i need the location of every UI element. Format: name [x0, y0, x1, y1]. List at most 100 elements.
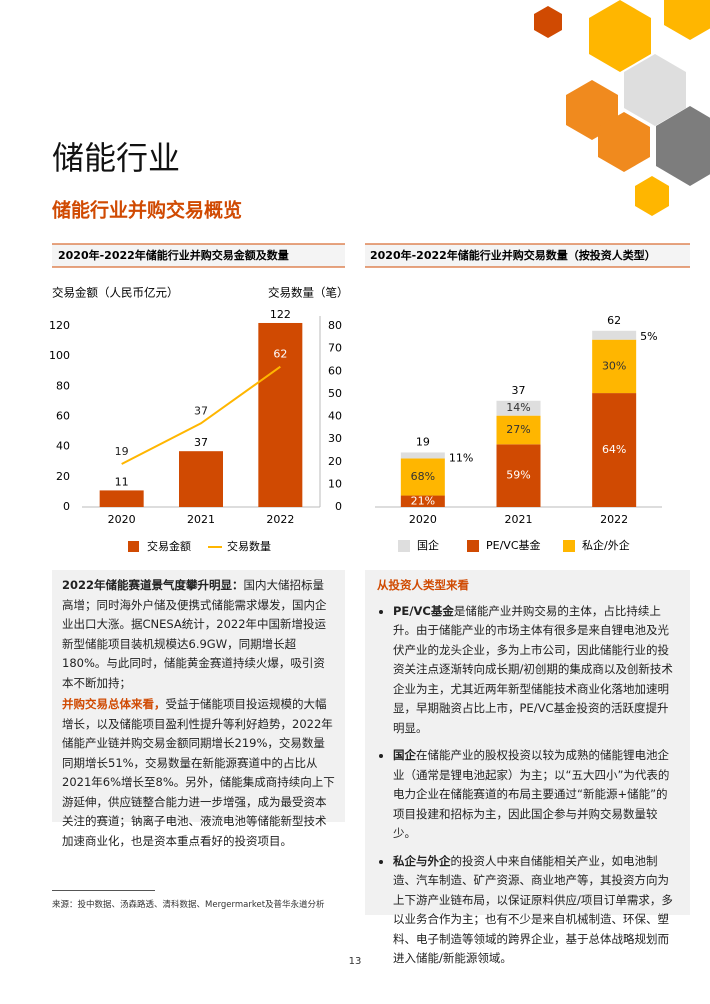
segment-label: 14% [506, 401, 530, 414]
total-label: 37 [512, 384, 526, 397]
hexagon [598, 112, 650, 172]
legend-label: PE/VC基金 [486, 538, 541, 552]
bar-value-label: 11 [115, 475, 129, 488]
hexagon [664, 0, 710, 40]
total-label: 62 [607, 314, 621, 327]
y2-tick-label: 30 [328, 432, 342, 445]
y-tick-label: 80 [56, 379, 70, 392]
line-value-label: 37 [194, 404, 208, 417]
chart-title: 2020年-2022年储能行业并购交易金额及数量 [58, 248, 289, 262]
y2-axis-label: 交易数量（笔） [268, 286, 349, 300]
x-tick-label: 2020 [409, 513, 437, 526]
segment-label: 59% [506, 469, 530, 482]
chart-title-band [52, 244, 345, 267]
hexagon [635, 176, 669, 216]
bar-segment [592, 393, 637, 507]
investor-box: 从投资人类型来看 PE/VC基金是储能产业并购交易的主体，占比持续上升。由于储能… [365, 570, 690, 965]
bar-segment [592, 339, 637, 394]
line [121, 365, 281, 465]
segment-label: 64% [602, 443, 626, 456]
legend-swatch [563, 540, 575, 552]
bar-segment [400, 458, 445, 496]
y2-tick-label: 70 [328, 342, 342, 355]
page-title: 储能行业 [52, 139, 180, 177]
bar [258, 322, 303, 507]
paragraph-lead: 2022年储能赛道景气度攀升明显： [62, 578, 244, 592]
y-tick-label: 100 [49, 349, 70, 362]
bullet: 国企在储能产业的股权投资以较为成熟的储能锂电池企业（通常是锂电池起家）为主；以“… [393, 746, 678, 844]
hexagon [589, 0, 651, 72]
decoration [534, 0, 710, 216]
line-value-label: 62 [273, 348, 287, 361]
y2-tick-label: 50 [328, 387, 342, 400]
y-tick-label: 120 [49, 319, 70, 332]
bar-value-label: 122 [270, 308, 291, 321]
line-value-label: 19 [115, 445, 129, 458]
y-tick-label: 40 [56, 440, 70, 453]
x-tick-label: 2021 [187, 513, 215, 526]
y-tick-label: 60 [56, 410, 70, 423]
bar-segment [400, 495, 445, 507]
page-number: 13 [348, 956, 362, 967]
y2-tick-label: 20 [328, 455, 342, 468]
paragraph: 2022年储能赛道景气度攀升明显：国内大储招标量高增；同时海外户储及便携式储能需… [62, 576, 335, 693]
segment-label: 30% [602, 359, 626, 372]
bar [99, 490, 144, 507]
bar-segment [400, 452, 445, 459]
bar-segment [496, 400, 541, 416]
legend-label: 私企/外企 [582, 538, 630, 552]
bullet-text: 是储能产业并购交易的主体，占比持续上升。由于储能产业的市场主体有很多是来自锂电池… [393, 603, 673, 735]
bullet: PE/VC基金是储能产业并购交易的主体，占比持续上升。由于储能产业的市场主体有很… [393, 602, 678, 739]
paragraph-lead: 并购交易总体来看， [62, 697, 166, 711]
legend-label: 交易金额 [147, 539, 191, 553]
source: 来源：投中数据、汤森路透、清科数据、Mergermarket及普华永道分析 [52, 900, 325, 910]
y2-tick-label: 40 [328, 410, 342, 423]
bar [179, 451, 223, 507]
bullet-lead: 国企 [393, 748, 416, 762]
bullet-lead: PE/VC基金 [393, 603, 454, 618]
x-tick-label: 2022 [600, 513, 628, 526]
legend-label: 交易数量 [227, 539, 271, 553]
chart-title-band [365, 244, 690, 267]
section-title: 储能行业并购交易概览 [52, 199, 242, 222]
legend-swatch [467, 540, 479, 552]
segment-label: 27% [506, 423, 530, 436]
x-tick-label: 2022 [266, 513, 294, 526]
chart-area: 储能行业 储能行业并购交易概览 2020年-2022年储能行业并购交易金额及数量… [49, 0, 710, 553]
legend-swatch [128, 541, 139, 552]
y2-tick-label: 80 [328, 319, 342, 332]
bullet-text: 的投资人中来自储能相关产业，如电池制造、汽车制造、矿产资源、商业地产等，其投资方… [393, 853, 673, 966]
segment-label: 11% [449, 451, 473, 464]
legend-label: 国企 [417, 538, 439, 552]
bullet-text: 在储能产业的股权投资以较为成熟的储能锂电池企业（通常是锂电池起家）为主；以“五大… [393, 748, 670, 840]
bar-value-label: 37 [194, 436, 208, 449]
segment-label: 68% [411, 470, 435, 483]
legend-swatch [398, 540, 410, 552]
paragraph-text: 受益于储能项目投运规模的大幅增长，以及储能项目盈利性提升等利好趋势，2022年储… [62, 697, 335, 848]
hexagon [624, 54, 686, 126]
y-tick-label: 0 [63, 500, 70, 513]
y2-tick-label: 10 [328, 477, 342, 490]
source-rule [52, 890, 155, 891]
x-tick-label: 2020 [108, 513, 136, 526]
bullet: 私企与外企的投资人中来自储能相关产业，如电池制造、汽车制造、矿产资源、商业地产等… [393, 852, 678, 969]
hexagon [656, 106, 710, 186]
paragraph: 并购交易总体来看，受益于储能项目投运规模的大幅增长，以及储能项目盈利性提升等利好… [62, 695, 335, 851]
total-label: 19 [416, 435, 430, 448]
bar-segment [496, 415, 541, 445]
segment-label: 5% [640, 330, 657, 343]
bullet-lead: 私企与外企 [393, 853, 451, 868]
summary-box: 2022年储能赛道景气度攀升明显：国内大储招标量高增；同时海外户储及便携式储能需… [52, 570, 345, 848]
x-tick-label: 2021 [505, 513, 533, 526]
segment-label: 21% [411, 494, 435, 507]
chart-title: 2020年-2022年储能行业并购交易数量（按投资人类型） [370, 248, 656, 262]
box-heading: 从投资人类型来看 [377, 578, 469, 592]
y2-tick-label: 0 [335, 500, 342, 513]
bar-segment [592, 330, 637, 340]
hexagon [534, 6, 562, 38]
bullet-list: PE/VC基金是储能产业并购交易的主体，占比持续上升。由于储能产业的市场主体有很… [377, 602, 678, 969]
y2-tick-label: 60 [328, 364, 342, 377]
y-axis-label: 交易金额（人民币亿元） [52, 286, 179, 300]
y-tick-label: 20 [56, 470, 70, 483]
